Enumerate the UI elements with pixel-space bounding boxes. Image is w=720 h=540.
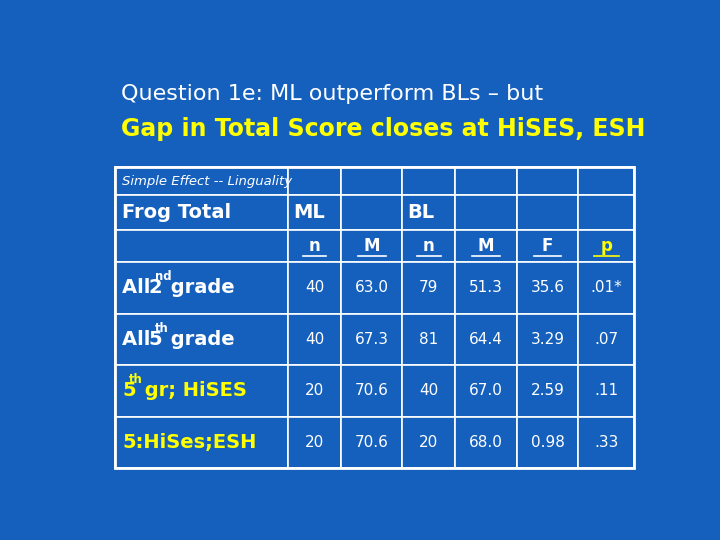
- Bar: [517, 365, 578, 417]
- Bar: [115, 167, 634, 468]
- Bar: [578, 167, 634, 195]
- Bar: [115, 417, 288, 468]
- Bar: [455, 262, 517, 314]
- Text: 2: 2: [149, 278, 163, 298]
- Bar: [288, 417, 341, 468]
- Text: 67.0: 67.0: [469, 383, 503, 399]
- Bar: [578, 365, 634, 417]
- Text: 81: 81: [419, 332, 438, 347]
- Text: 67.3: 67.3: [355, 332, 389, 347]
- Bar: [341, 230, 402, 262]
- Text: 5: 5: [149, 330, 163, 349]
- Bar: [455, 417, 517, 468]
- Bar: [115, 230, 288, 262]
- Bar: [288, 262, 341, 314]
- Bar: [402, 417, 455, 468]
- Text: .01*: .01*: [590, 280, 622, 295]
- Text: nd: nd: [156, 270, 172, 283]
- Text: 20: 20: [419, 435, 438, 450]
- Text: gr; HiSES: gr; HiSES: [138, 381, 248, 400]
- Bar: [402, 262, 455, 314]
- Bar: [288, 314, 341, 365]
- Bar: [341, 314, 402, 365]
- Text: Frog Total: Frog Total: [122, 204, 231, 222]
- Bar: [402, 230, 455, 262]
- Text: Simple Effect -- Linguality: Simple Effect -- Linguality: [122, 174, 292, 187]
- Text: 79: 79: [419, 280, 438, 295]
- Bar: [402, 365, 455, 417]
- Bar: [578, 262, 634, 314]
- Bar: [115, 314, 288, 365]
- Bar: [341, 262, 402, 314]
- Bar: [341, 195, 402, 230]
- Text: 2.59: 2.59: [531, 383, 564, 399]
- Bar: [115, 262, 288, 314]
- Text: M: M: [478, 237, 494, 255]
- Text: n: n: [423, 237, 435, 255]
- Text: All: All: [122, 330, 157, 349]
- Bar: [288, 230, 341, 262]
- Bar: [517, 230, 578, 262]
- Text: Question 1e: ML outperform BLs – but: Question 1e: ML outperform BLs – but: [121, 84, 543, 104]
- Text: 35.6: 35.6: [531, 280, 564, 295]
- Text: 40: 40: [419, 383, 438, 399]
- Bar: [455, 314, 517, 365]
- Bar: [288, 195, 341, 230]
- Bar: [517, 417, 578, 468]
- Bar: [578, 314, 634, 365]
- Text: 51.3: 51.3: [469, 280, 503, 295]
- Text: Gap in Total Score closes at HiSES, ESH: Gap in Total Score closes at HiSES, ESH: [121, 117, 645, 141]
- Bar: [341, 417, 402, 468]
- Text: .33: .33: [594, 435, 618, 450]
- Text: n: n: [309, 237, 320, 255]
- Bar: [288, 167, 341, 195]
- Text: 70.6: 70.6: [355, 383, 389, 399]
- Text: All: All: [122, 278, 157, 298]
- Bar: [517, 262, 578, 314]
- Text: 5: 5: [122, 381, 135, 400]
- Text: 0.98: 0.98: [531, 435, 564, 450]
- Text: .07: .07: [594, 332, 618, 347]
- Bar: [115, 167, 288, 195]
- Bar: [517, 195, 578, 230]
- Text: ML: ML: [293, 204, 325, 222]
- Text: 20: 20: [305, 435, 324, 450]
- Bar: [402, 167, 455, 195]
- Text: p: p: [600, 237, 612, 255]
- Text: 68.0: 68.0: [469, 435, 503, 450]
- Bar: [341, 365, 402, 417]
- Bar: [578, 417, 634, 468]
- Bar: [578, 230, 634, 262]
- Text: grade: grade: [164, 278, 235, 298]
- Bar: [115, 365, 288, 417]
- Text: M: M: [364, 237, 380, 255]
- Text: 5:HiSes;ESH: 5:HiSes;ESH: [122, 433, 256, 452]
- Bar: [455, 167, 517, 195]
- Text: 40: 40: [305, 280, 324, 295]
- Text: 3.29: 3.29: [531, 332, 564, 347]
- Text: 64.4: 64.4: [469, 332, 503, 347]
- Text: BL: BL: [408, 204, 435, 222]
- Text: grade: grade: [164, 330, 235, 349]
- Text: th: th: [130, 373, 143, 386]
- Text: 20: 20: [305, 383, 324, 399]
- Text: 63.0: 63.0: [355, 280, 389, 295]
- Bar: [578, 195, 634, 230]
- Text: th: th: [156, 321, 169, 335]
- Bar: [115, 195, 288, 230]
- Bar: [517, 314, 578, 365]
- Bar: [455, 195, 517, 230]
- Bar: [341, 167, 402, 195]
- Bar: [455, 230, 517, 262]
- Bar: [402, 314, 455, 365]
- Text: .11: .11: [594, 383, 618, 399]
- Bar: [517, 167, 578, 195]
- Text: 40: 40: [305, 332, 324, 347]
- Text: F: F: [542, 237, 553, 255]
- Bar: [455, 365, 517, 417]
- Text: 70.6: 70.6: [355, 435, 389, 450]
- Bar: [402, 195, 455, 230]
- Bar: [288, 365, 341, 417]
